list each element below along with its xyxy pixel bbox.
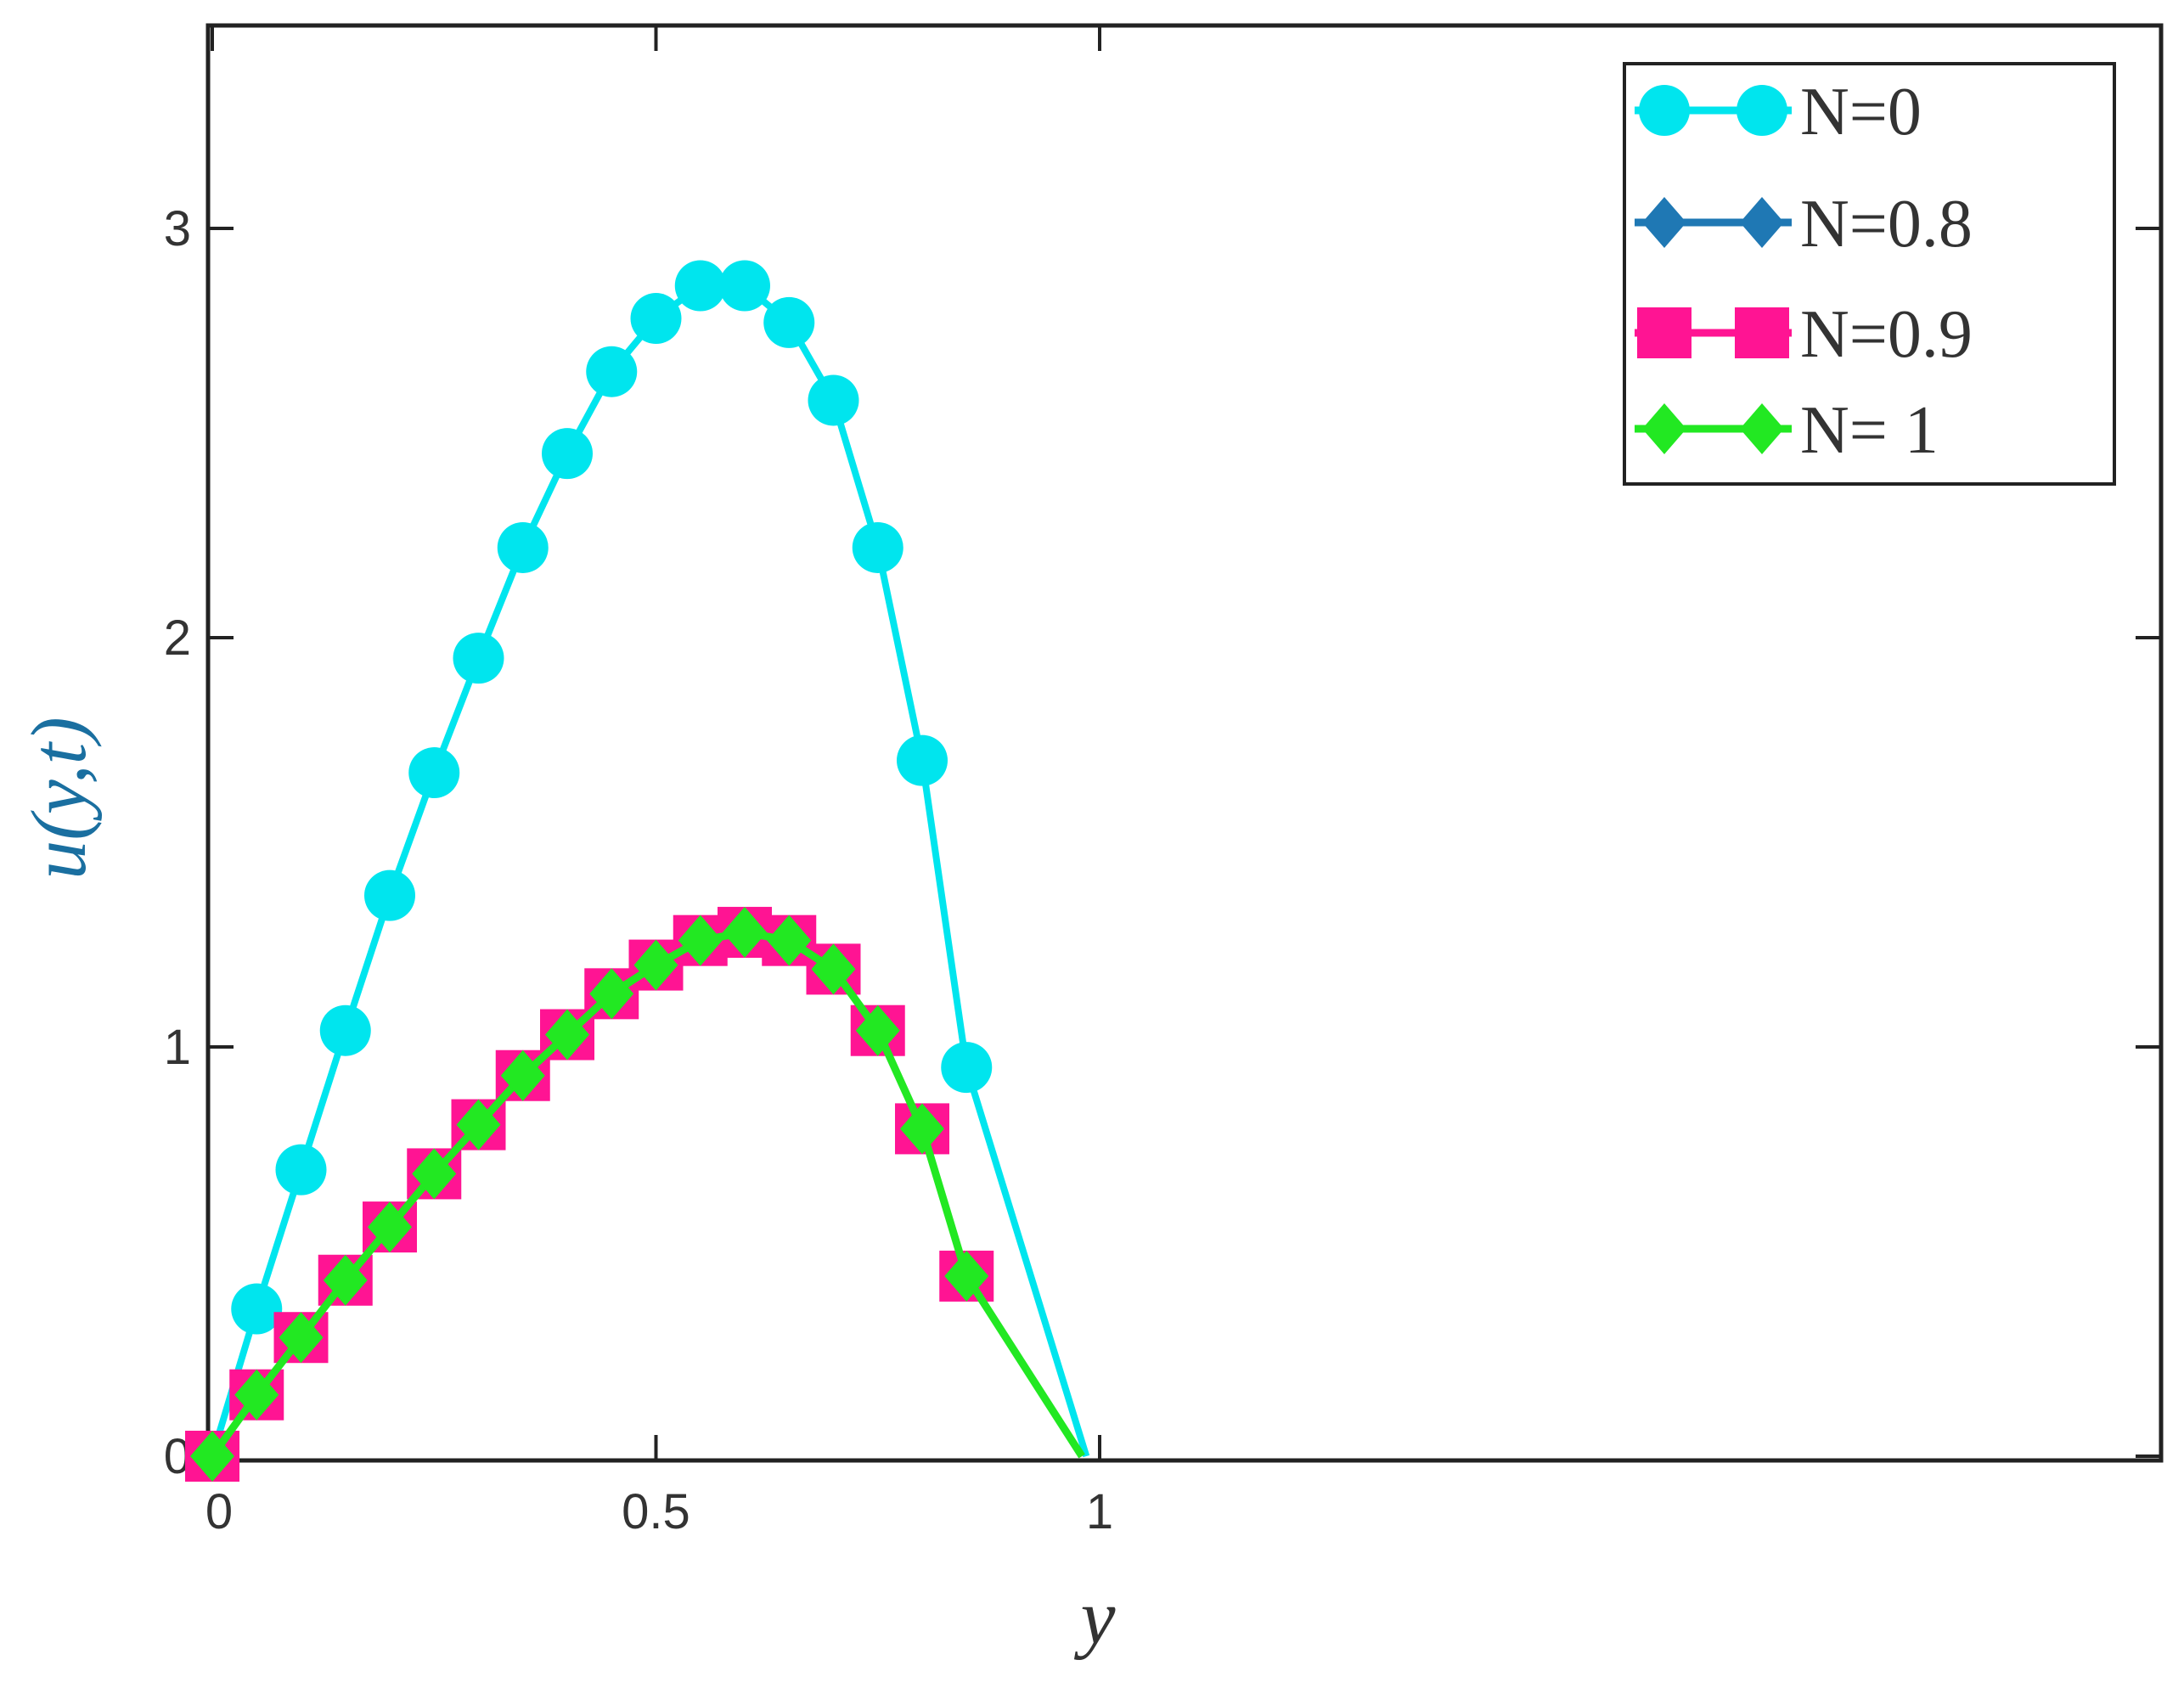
x-tick-label: 0.5 <box>622 1484 690 1539</box>
data-point <box>586 346 638 397</box>
data-point <box>497 521 549 573</box>
x-tick-label: 1 <box>1086 1484 1113 1539</box>
y-axis-label: u(y,t) <box>15 717 102 880</box>
data-point <box>900 1103 944 1155</box>
data-point <box>279 1312 324 1364</box>
y-tick-label: 1 <box>164 1020 191 1075</box>
legend-swatch-marker <box>1639 85 1690 136</box>
data-point <box>275 1144 327 1196</box>
data-point <box>542 428 593 480</box>
data-point <box>767 914 812 966</box>
data-point <box>500 1049 545 1101</box>
data-point <box>231 1283 283 1335</box>
data-point <box>545 1009 589 1061</box>
series-layer <box>185 260 1090 1482</box>
data-point <box>412 1148 457 1200</box>
data-point <box>897 734 948 786</box>
data-point <box>589 968 634 1020</box>
series-2 <box>185 907 1085 1482</box>
data-point <box>453 633 504 684</box>
data-point <box>319 1004 371 1056</box>
legend-entry: N= 1 <box>1800 393 1939 468</box>
x-axis-label: y <box>1074 1573 1116 1660</box>
series-3 <box>190 907 1085 1482</box>
legend-swatch-marker <box>1737 85 1787 136</box>
data-point <box>190 1431 234 1482</box>
legend-swatch-marker <box>1642 403 1686 454</box>
legend-swatch-marker <box>1740 403 1784 454</box>
legend-swatch-marker <box>1735 307 1789 358</box>
y-tick-label: 3 <box>164 201 191 256</box>
data-point <box>456 1099 501 1151</box>
legend-entry: N=0 <box>1800 75 1922 149</box>
y-tick-label: 2 <box>164 610 191 666</box>
data-point <box>630 293 682 345</box>
data-point <box>234 1369 279 1421</box>
data-point <box>808 374 859 426</box>
data-point <box>408 747 460 799</box>
data-point <box>811 943 856 995</box>
legend-box <box>1623 62 2116 486</box>
data-point <box>323 1254 368 1306</box>
legend-entry: N=0.9 <box>1800 297 1973 372</box>
legend-entry: N=0.8 <box>1800 187 1973 262</box>
data-point <box>941 1042 993 1094</box>
data-point <box>633 939 678 991</box>
data-point <box>852 521 903 573</box>
plot-frame <box>205 23 2164 1463</box>
legend-swatch-marker <box>1637 307 1691 358</box>
data-point <box>763 296 815 348</box>
legend-swatch-marker <box>1740 197 1784 248</box>
x-tick-label: 0 <box>205 1484 233 1539</box>
data-point <box>678 914 723 966</box>
data-point <box>674 260 726 312</box>
data-point <box>364 869 415 921</box>
data-point <box>719 260 770 312</box>
legend: N=0 N=0.8 N=0.9 N= 1 <box>1623 62 2116 486</box>
data-point <box>368 1201 412 1253</box>
data-point <box>944 1250 989 1302</box>
legend-swatch-marker <box>1642 197 1686 248</box>
data-point <box>723 907 767 959</box>
data-point <box>855 1004 900 1056</box>
